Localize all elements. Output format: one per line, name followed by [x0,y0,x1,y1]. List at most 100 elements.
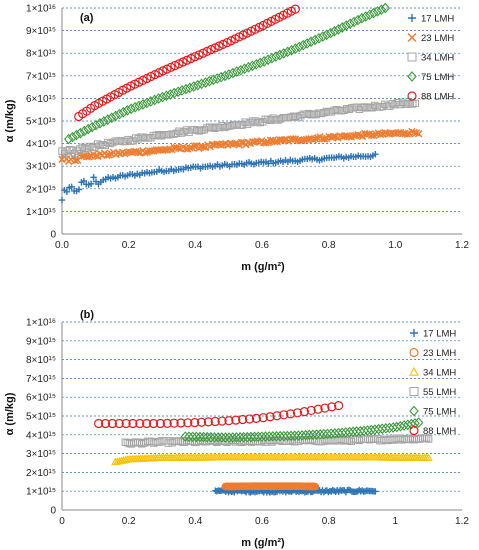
y-tick-label: 8×10¹⁵ [26,49,56,60]
chart-panel-a: 0 1×10¹⁵ 2×10¹⁵ 3×10¹⁵ 4×10¹⁵ 5×10¹⁵ 6×10¹⁵ 7×1… [4,2,469,273]
legend-label: 34 LMH [423,368,456,379]
data-point [341,20,351,31]
data-point [200,126,209,134]
series-75-lmh [180,417,424,443]
data-point [247,60,258,72]
data-point [220,432,231,443]
data-point [260,431,271,442]
data-point [75,186,83,193]
data-point [58,147,66,155]
y-tick-label: 2×10¹⁵ [26,468,56,479]
legend-label: 88 LMH [421,92,454,103]
panel-label-b: (b) [80,309,94,321]
data-point [309,136,317,144]
data-point [341,427,351,438]
data-point [71,129,82,141]
data-point [152,131,160,140]
data-point [212,73,222,84]
data-point [329,25,340,37]
y-axis-label-a: α (m/kg) [4,99,16,142]
data-point [96,141,104,150]
data-point [68,183,75,190]
data-point [304,429,315,441]
legend-marker [407,91,417,101]
data-point [286,409,296,419]
data-point [206,431,216,443]
data-point [147,133,155,142]
data-point [182,126,191,134]
legend-item: 88 LMH [409,425,456,437]
data-point [282,430,293,442]
legend-label: 17 LMH [421,14,454,25]
data-point [251,59,262,70]
data-point [241,118,249,126]
data-point [235,431,245,443]
x-tick-label: 0.0 [55,240,69,251]
data-point [320,109,328,117]
data-point [372,435,380,443]
series-34-lmh [111,453,433,466]
data-point [333,427,344,439]
y-tick-label: 6×10¹⁵ [26,94,56,105]
data-point [126,103,136,115]
data-point [83,123,93,135]
grid-b [62,321,462,492]
data-point [242,431,253,443]
data-point [217,416,227,426]
data-point [130,101,140,113]
legend-marker [408,14,416,22]
data-point [175,127,183,135]
legend-item: 17 LMH [410,329,456,340]
x-tick-label: 0.6 [255,240,269,251]
data-point [121,418,131,429]
axes-b [61,322,462,511]
data-point [218,121,226,130]
data-point [372,6,383,17]
data-point [216,71,226,83]
data-point [396,100,404,109]
data-point [292,408,303,418]
data-point [138,99,148,110]
data-point [184,431,194,443]
data-point [293,430,304,441]
data-point [272,411,282,421]
data-point [249,431,260,443]
data-point [78,143,87,152]
data-point [185,128,193,136]
data-point [118,106,129,118]
data-point [351,426,362,437]
data-point [333,24,344,35]
data-point [275,49,285,61]
legend-marker [407,32,417,43]
data-point [217,141,225,149]
data-point [289,430,300,442]
data-point [398,98,407,106]
data-point [344,426,355,438]
data-point [262,139,270,147]
data-point [91,119,101,131]
data-point [286,430,296,442]
data-point [191,431,202,443]
x-tick-label: 1.2 [455,240,469,251]
data-point [161,90,172,102]
data-point [224,416,234,426]
series-34-lmh [58,98,420,158]
y-tick-label: 7×10¹⁵ [26,374,56,385]
data-point [93,140,102,148]
data-point [71,157,80,165]
data-point [271,138,279,146]
data-point [322,428,333,440]
data-point [345,18,355,30]
data-point [358,103,366,112]
data-point [271,430,282,442]
data-point [90,174,97,181]
data-point [364,9,375,21]
data-point [311,482,320,491]
data-point [106,139,114,148]
data-point [292,112,300,121]
legend-item: 17 LMH [408,14,454,25]
data-point [287,113,295,121]
data-point [337,427,347,439]
data-point [169,418,179,428]
data-point [186,144,194,152]
